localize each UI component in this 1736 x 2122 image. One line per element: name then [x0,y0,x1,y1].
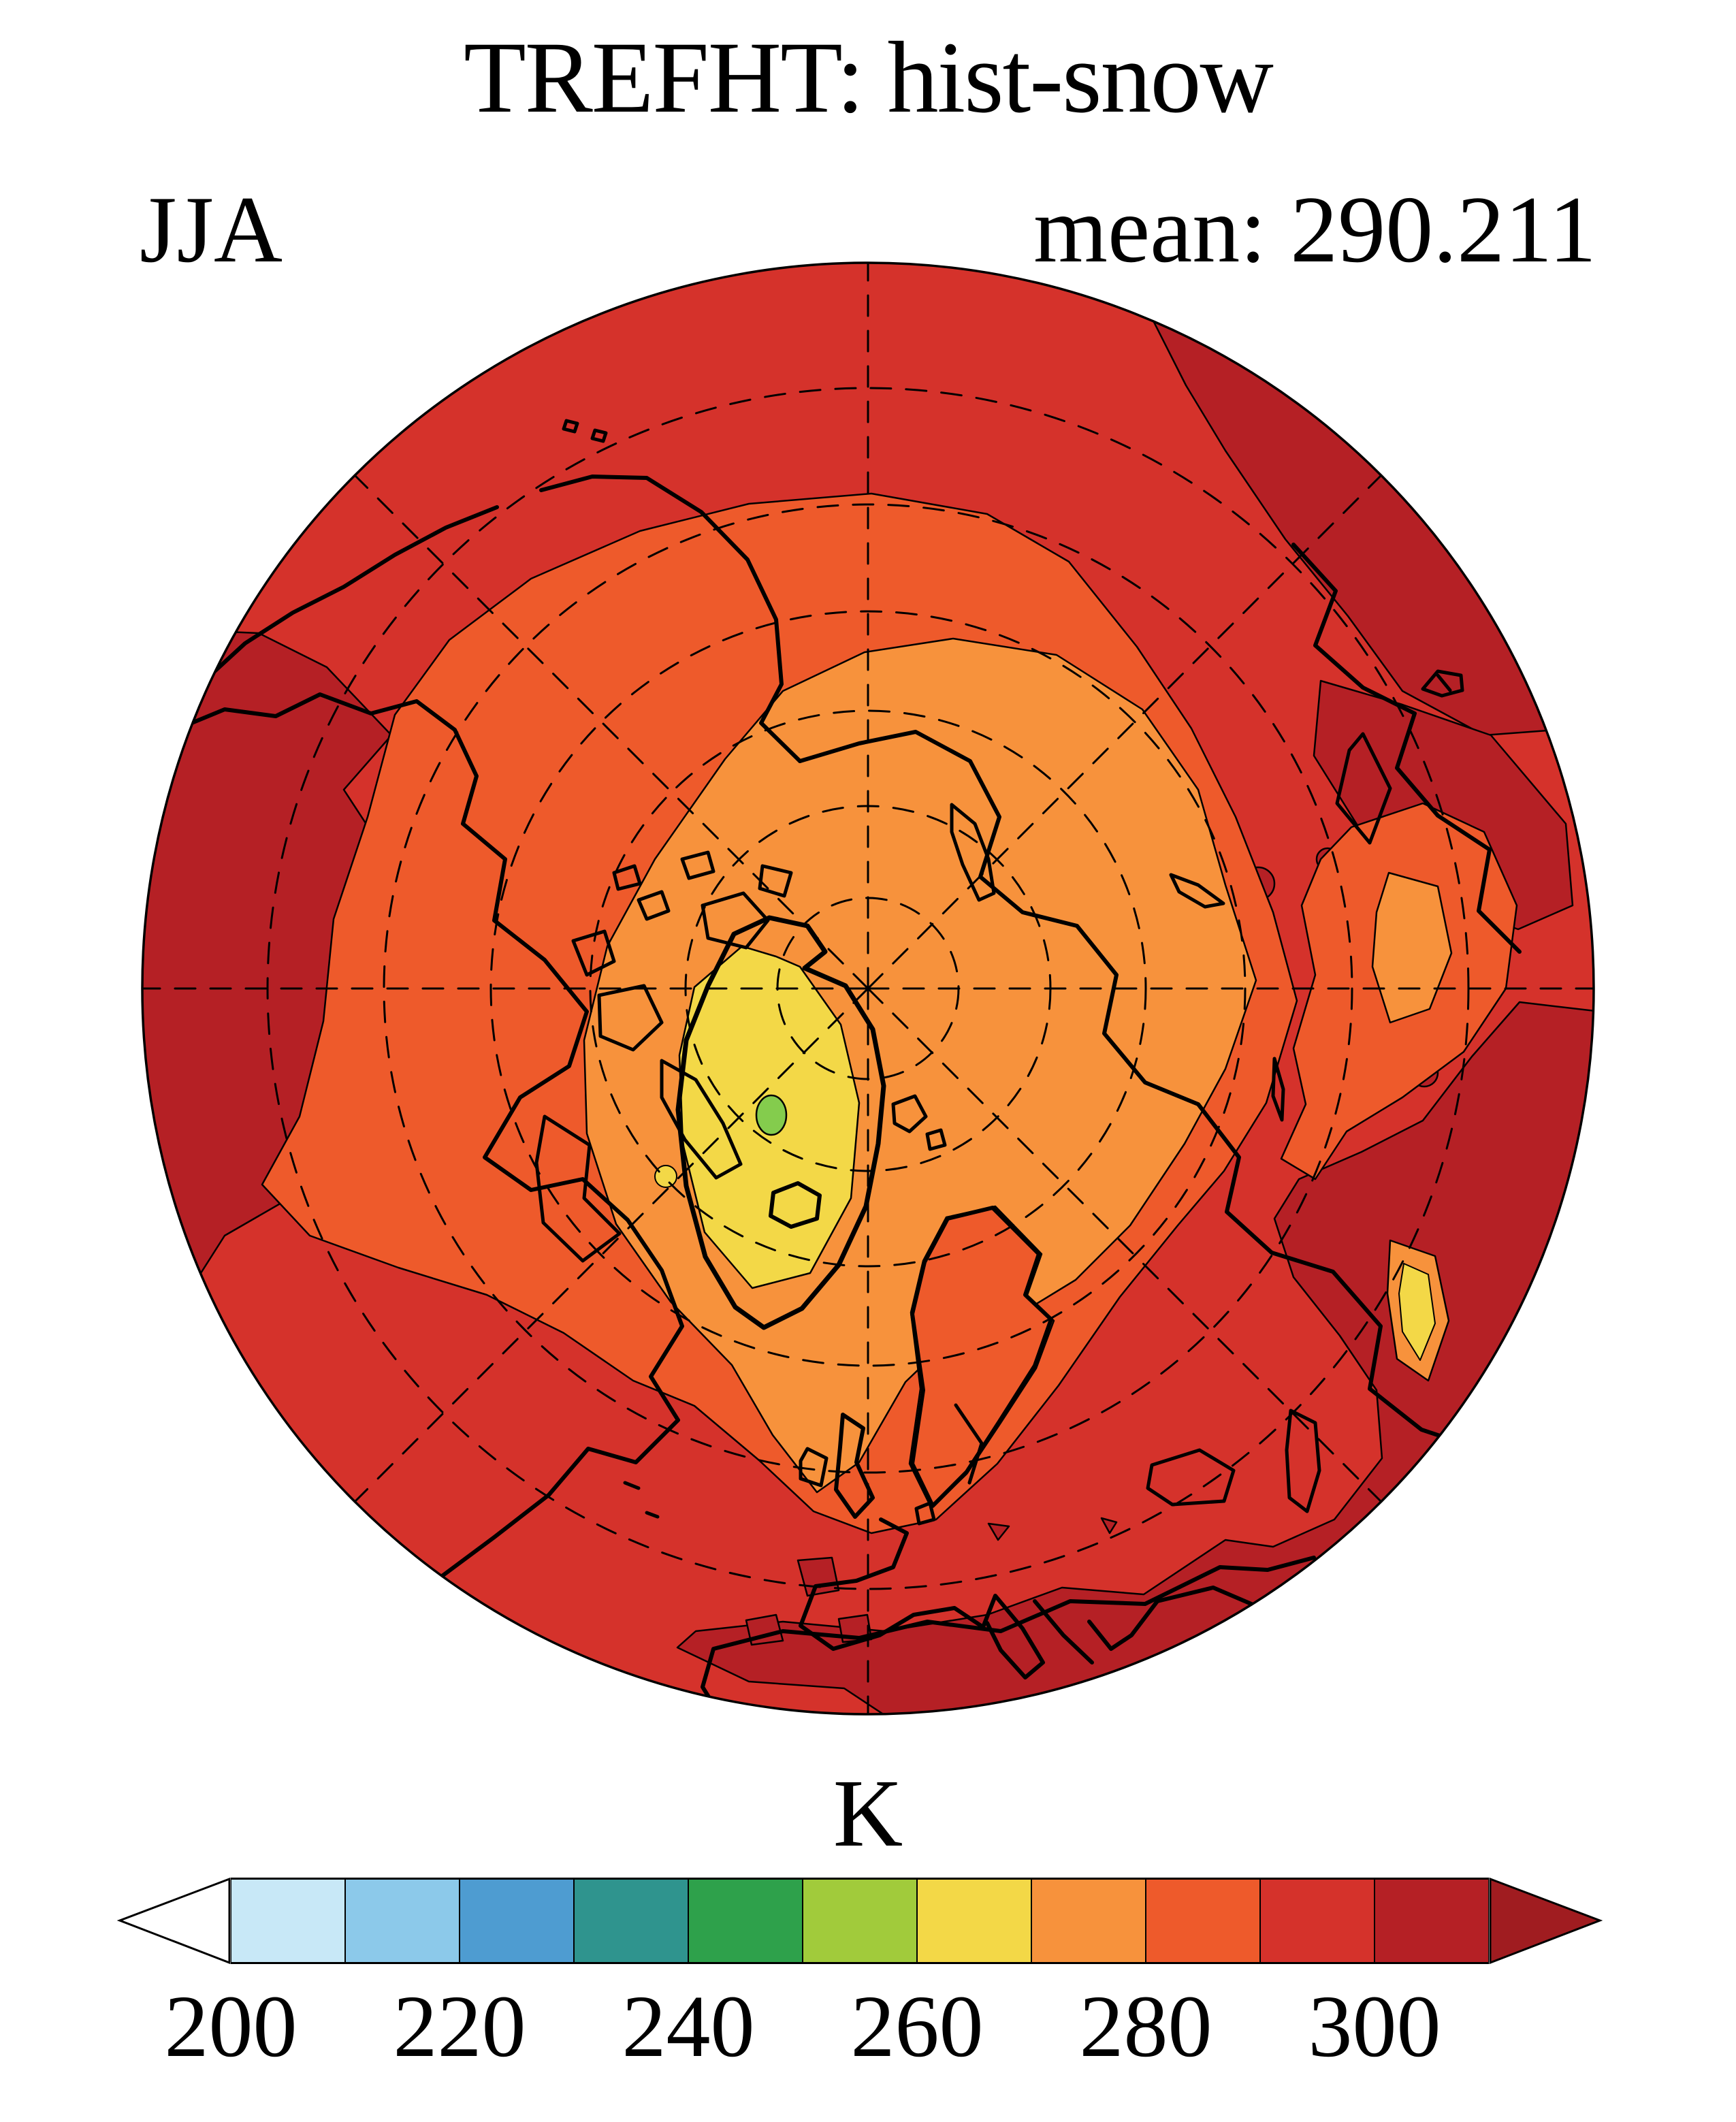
coastline-baltic [954,1403,984,1485]
colorbar-band-290 [1260,1880,1375,1962]
coastline-kamchatka [1335,732,1392,845]
colorbar-tick-220: 220 [393,1978,526,2076]
colorbar-band-220 [460,1880,574,1962]
colorbar-band-250 [803,1880,917,1962]
colorbar-tick-labels: 200 220 240 260 280 300 [165,1978,1441,2076]
coastline-okhotsk [1291,543,1522,954]
colorbar-tick-300: 300 [1308,1978,1441,2076]
region-300-310-sicily-spot [987,1522,1010,1541]
coastline-iceland [769,1181,822,1229]
region-300-310-aegean-spot [1100,1517,1118,1534]
colorbar-band-260 [917,1880,1031,1962]
season-label: JJA [140,177,283,283]
colorbar-tick-200: 200 [164,1978,298,2076]
colorbar-tick-280: 280 [1079,1978,1212,2076]
coastline-chukotka [539,475,802,763]
coastline-canadian-archipelago [571,850,793,1180]
colorbar-over-arrow [1489,1878,1603,1964]
coastline-svalbard [891,1094,947,1151]
coastline-hudson-bay [534,1114,622,1263]
page-title: TREFHT: hist-snow [464,21,1274,134]
region-250-260-greenland-core [755,1094,788,1136]
coastline-caspian-sea [1285,1409,1321,1513]
coastline-greenland [675,915,886,1330]
coastline-ireland [799,1447,829,1488]
region-270-280-east-siberia-core [1371,871,1453,1024]
colorbar-band-200 [231,1880,345,1962]
colorbar-unit-label: K [833,1759,903,1867]
coastline-siberia [798,730,1583,1542]
coastline-black-sea [1146,1448,1236,1507]
map-outline [141,261,1595,1716]
region-260-270-spot [654,1165,677,1188]
coastline-north-america [168,692,684,1603]
colorbar-band-240 [688,1880,803,1962]
colorbar-band-210 [345,1880,460,1962]
colorbar-band-230 [574,1880,688,1962]
colorbar-band-300 [1375,1880,1489,1962]
region-260-270-sliver [1398,1263,1436,1361]
coastline-sakhalin-island [1421,669,1464,698]
colorbar-band-280 [1146,1880,1260,1962]
colorbar-tick-260: 260 [850,1978,984,2076]
colorbar-bands [231,1878,1489,1964]
colorbar-band-270 [1031,1880,1146,1962]
graticule [142,263,1594,1714]
coastline-great-britain [834,1413,875,1519]
colorbar [117,1878,1603,1964]
coastline-arctic-islands [562,419,1285,1122]
colorbar-under-arrow [117,1878,231,1964]
coastline-denmark [914,1501,936,1526]
mean-value-label: mean: 290.211 [1033,177,1596,283]
coastline-scandinavia [910,1206,1053,1508]
colorbar-tick-240: 240 [622,1978,755,2076]
